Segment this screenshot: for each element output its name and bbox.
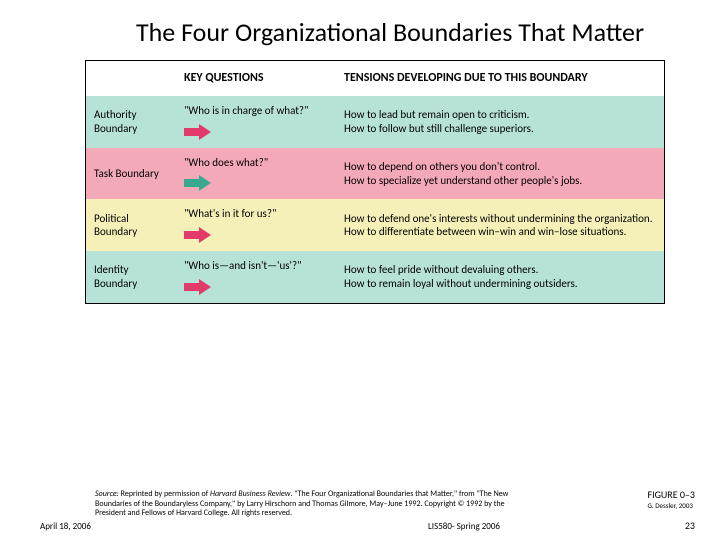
key-question-cell: "Who does what?"	[176, 148, 336, 200]
key-question-text: "Who does what?"	[184, 156, 328, 170]
figure-number: FIGURE 0–3	[647, 488, 695, 501]
tension-line: How to defend one's interests without un…	[344, 212, 656, 226]
boundary-label-text: Political Boundary	[94, 212, 168, 240]
boundary-label: Task Boundary	[86, 148, 176, 200]
tension-line: How to depend on others you don't contro…	[344, 160, 656, 174]
figure-sub: G. Dessler, 2003	[647, 501, 695, 510]
table-header-row: KEY QUESTIONS TENSIONS DEVELOPING DUE TO…	[86, 61, 664, 96]
key-question-text: "Who is—and isn't—'us'?"	[184, 259, 328, 273]
header-tensions: TENSIONS DEVELOPING DUE TO THIS BOUNDARY	[336, 61, 664, 96]
key-question-cell: "What's in it for us?"	[176, 199, 336, 251]
figure-label: FIGURE 0–3 G. Dessler, 2003	[647, 488, 695, 510]
tension-line: How to feel pride without devaluing othe…	[344, 263, 656, 277]
key-question-text: "What's in it for us?"	[184, 207, 328, 221]
table-row: Task Boundary "Who does what?" How to depe…	[86, 148, 664, 200]
page-title: The Four Organizational Boundaries That …	[100, 18, 680, 48]
page-number: 23	[685, 519, 695, 532]
header-key-questions: KEY QUESTIONS	[176, 61, 336, 96]
header-blank	[86, 61, 176, 96]
arrow-right-icon	[184, 279, 212, 295]
source-italic: Harvard Business Review	[210, 489, 291, 499]
source-text-1: Reprinted by permission of	[119, 489, 210, 499]
arrow-right-icon	[184, 227, 212, 243]
tension-cell: How to depend on others you don't contro…	[336, 148, 664, 200]
tension-line: How to follow but still challenge superi…	[344, 122, 656, 136]
boundary-label: Political Boundary	[86, 199, 176, 251]
tension-line: How to remain loyal without undermining …	[344, 277, 656, 291]
key-question-cell: "Who is in charge of what?"	[176, 96, 336, 148]
course-code: LIS580- Spring 2006	[428, 521, 500, 532]
footer: Source: Reprinted by permission of Harva…	[40, 490, 700, 532]
source-prefix: Source:	[95, 489, 119, 499]
key-question-text: "Who is in charge of what?"	[184, 104, 328, 118]
table-row: Political Boundary "What's in it for us?"…	[86, 199, 664, 251]
boundary-label-text: Task Boundary	[94, 167, 168, 181]
boundary-label-text: Identity Boundary	[94, 263, 168, 291]
boundary-label: Identity Boundary	[86, 251, 176, 303]
tension-cell: How to lead but remain open to criticism…	[336, 96, 664, 148]
boundary-label: Authority Boundary	[86, 96, 176, 148]
tension-cell: How to feel pride without devaluing othe…	[336, 251, 664, 303]
tension-cell: How to defend one's interests without un…	[336, 199, 664, 251]
arrow-right-icon	[184, 124, 212, 140]
table-row: Identity Boundary "Who is—and isn't—'us'?…	[86, 251, 664, 303]
boundaries-table: KEY QUESTIONS TENSIONS DEVELOPING DUE TO…	[85, 60, 665, 304]
slide-date: April 18, 2006	[40, 521, 91, 532]
key-question-cell: "Who is—and isn't—'us'?"	[176, 251, 336, 303]
table-row: Authority Boundary "Who is in charge of w…	[86, 96, 664, 148]
tension-line: How to specialize yet understand other p…	[344, 174, 656, 188]
boundary-label-text: Authority Boundary	[94, 108, 168, 136]
tension-line: How to lead but remain open to criticism…	[344, 108, 656, 122]
source-citation: Source: Reprinted by permission of Harva…	[95, 490, 535, 519]
tension-line: How to differentiate between win–win and…	[344, 225, 656, 239]
arrow-right-icon	[184, 175, 212, 191]
